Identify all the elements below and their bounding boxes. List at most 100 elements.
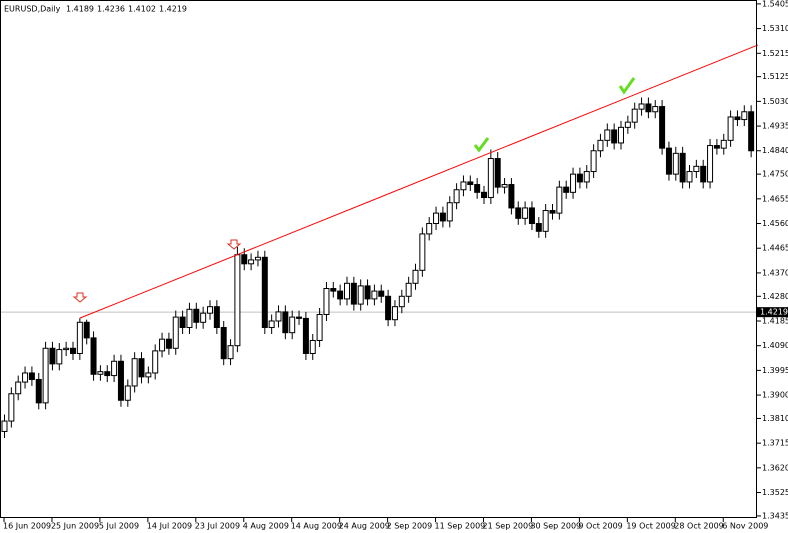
candle-body (63, 347, 70, 351)
trendline (79, 44, 759, 319)
candle-body (186, 308, 193, 328)
candle-body (28, 372, 35, 380)
price-label-box (757, 307, 788, 318)
x-tick-label: 21 Sep 2009 (483, 522, 534, 531)
candle-body (453, 189, 460, 204)
candle-body (590, 150, 597, 173)
candle-body (741, 111, 748, 121)
candle-body (22, 372, 29, 383)
y-tick-label: 1.3715 (762, 439, 788, 448)
candle-body (234, 254, 241, 347)
candle-body (535, 223, 542, 232)
x-tick-label: 28 Oct 2009 (674, 522, 723, 531)
candle-body (117, 360, 124, 401)
candle-body (508, 184, 515, 209)
y-tick-label: 1.4750 (762, 170, 788, 179)
candle-body (576, 173, 583, 183)
candle-body (49, 347, 56, 365)
candle-body (193, 308, 200, 323)
candle-body (8, 393, 15, 422)
candle-body (748, 111, 755, 152)
candle-body (652, 106, 659, 113)
chart-title: EURUSD,Daily (4, 5, 61, 14)
y-tick-label: 1.3525 (762, 488, 788, 497)
candle-body (15, 381, 22, 395)
y-tick-label: 1.4935 (762, 122, 788, 131)
candle-body (200, 312, 207, 323)
candle-body (672, 152, 679, 175)
candle-body (659, 106, 666, 149)
candle-body (337, 290, 344, 300)
y-tick-label: 1.3900 (762, 391, 788, 400)
candle-body (528, 207, 535, 225)
x-tick-label: 14 Jul 2009 (147, 522, 192, 531)
candle-body (261, 256, 268, 328)
candle-body (207, 306, 213, 314)
candle-body (385, 295, 392, 321)
x-tick-label: 24 Aug 2009 (339, 522, 390, 531)
title-value: 1.4102 (128, 5, 156, 14)
candle-body (104, 371, 111, 377)
y-tick-label: 1.5215 (762, 49, 788, 58)
candle-body (323, 287, 330, 315)
y-tick-label: 1.3995 (762, 366, 788, 375)
candle-body (159, 338, 166, 352)
candle-body (268, 320, 275, 328)
candle-body (439, 212, 446, 222)
candle-body (302, 317, 309, 354)
candle-body (241, 254, 248, 265)
y-tick-label: 1.3435 (762, 511, 788, 520)
x-tick-label: 4 Aug 2009 (243, 522, 289, 531)
candle-body (35, 378, 42, 404)
x-tick-label: 6 Nov 2009 (722, 522, 768, 531)
candle-body (1, 420, 8, 432)
candle-body (213, 306, 220, 328)
candle-body (556, 186, 563, 214)
candle-body (487, 158, 494, 199)
candle-body (152, 350, 159, 374)
candle-body (145, 372, 152, 378)
check-mark (618, 77, 636, 95)
y-tick-label: 1.3810 (762, 414, 788, 423)
candle-body (220, 326, 227, 360)
candle-body (398, 295, 405, 308)
y-tick-label: 1.4370 (762, 268, 788, 277)
check-mark (473, 137, 490, 153)
y-tick-label: 1.5030 (762, 97, 788, 106)
y-tick-label: 1.4280 (762, 292, 788, 301)
candle-body (460, 181, 467, 191)
candle-body (720, 139, 727, 149)
x-tick-label: 23 Jul 2009 (195, 522, 240, 531)
x-tick-label: 2 Sep 2009 (387, 522, 433, 531)
candle-body (474, 184, 481, 193)
x-tick-label: 9 Oct 2009 (578, 522, 622, 531)
candle-body (124, 385, 131, 401)
candle-body (700, 165, 707, 183)
candle-body (501, 184, 508, 188)
candle-body (83, 321, 90, 339)
candle-body (583, 171, 590, 183)
candle-body (316, 313, 323, 341)
x-tick-label: 11 Sep 2009 (435, 522, 486, 531)
candle-body (604, 129, 611, 141)
plot-layer (0, 44, 759, 438)
plot-frame (0, 0, 757, 518)
y-tick-label: 1.5125 (762, 72, 788, 81)
candle-body (111, 360, 118, 377)
candle-body (597, 139, 604, 152)
candle-body (446, 202, 453, 222)
candle-body (275, 311, 282, 322)
candle-body (638, 103, 645, 110)
candle-body (522, 207, 529, 219)
candle-body (378, 290, 385, 297)
candle-body (248, 259, 255, 265)
candle-body (707, 145, 714, 183)
candle-body (426, 223, 433, 235)
y-tick-label: 1.4840 (762, 146, 788, 155)
candle-body (433, 212, 440, 225)
y-tick-label: 1.4185 (762, 316, 788, 325)
candle-body (97, 371, 104, 375)
x-tick-label: 19 Oct 2009 (626, 522, 675, 531)
